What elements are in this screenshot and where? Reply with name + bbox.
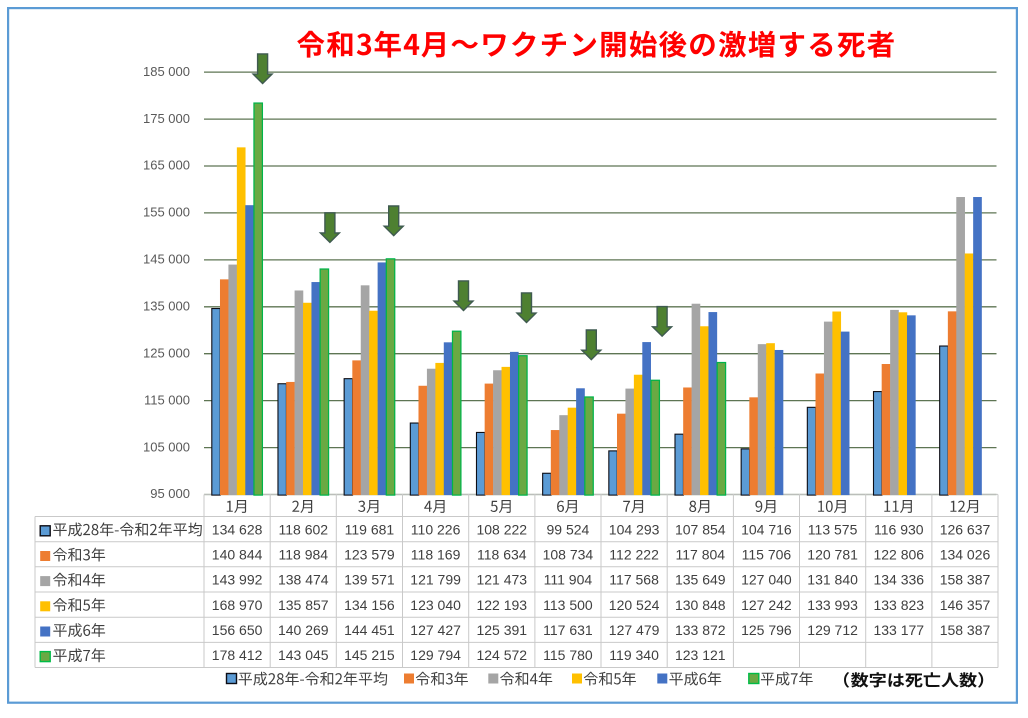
svg-text:145 000: 145 000 [143,252,190,267]
svg-text:134 026: 134 026 [940,547,991,563]
svg-text:123 121: 123 121 [675,647,726,663]
svg-text:168 970: 168 970 [212,597,263,613]
svg-text:116 930: 116 930 [874,521,924,537]
svg-text:107 854: 107 854 [675,521,726,537]
svg-text:117 631: 117 631 [543,622,593,638]
svg-text:105 000: 105 000 [143,439,190,454]
svg-text:122 806: 122 806 [873,547,924,563]
svg-text:121 799: 121 799 [410,572,461,588]
svg-text:158 387: 158 387 [940,622,991,638]
svg-text:156 650: 156 650 [212,622,263,638]
svg-text:134 628: 134 628 [212,521,263,537]
svg-text:118 984: 118 984 [279,547,329,563]
svg-text:178 412: 178 412 [212,647,263,663]
svg-text:95 000: 95 000 [150,486,190,501]
svg-text:125 796: 125 796 [741,622,792,638]
svg-text:155 000: 155 000 [143,205,190,220]
svg-text:115 780: 115 780 [543,647,593,663]
svg-text:115 706: 115 706 [742,547,792,563]
svg-text:124 572: 124 572 [476,647,527,663]
svg-text:138 474: 138 474 [278,572,329,588]
svg-text:133 177: 133 177 [873,622,924,638]
svg-text:111 904: 111 904 [544,572,593,588]
svg-text:108 222: 108 222 [476,521,527,537]
svg-text:130 848: 130 848 [675,597,726,613]
svg-text:118 634: 118 634 [477,547,527,563]
svg-text:131 840: 131 840 [807,572,858,588]
svg-text:119 681: 119 681 [345,521,395,537]
svg-text:118 169: 118 169 [411,547,461,563]
svg-text:112 222: 112 222 [609,547,659,563]
svg-text:135 857: 135 857 [278,597,329,613]
svg-text:125 000: 125 000 [143,345,190,360]
svg-text:145 215: 145 215 [344,647,395,663]
svg-text:129 712: 129 712 [807,622,858,638]
svg-text:113 500: 113 500 [543,597,593,613]
svg-text:104 716: 104 716 [741,521,792,537]
svg-text:146 357: 146 357 [940,597,991,613]
svg-text:134 336: 134 336 [873,572,924,588]
svg-text:135 000: 135 000 [143,299,190,314]
svg-text:139 571: 139 571 [344,572,395,588]
svg-text:129 794: 129 794 [410,647,461,663]
svg-text:126 637: 126 637 [940,521,991,537]
svg-text:118 602: 118 602 [279,521,329,537]
svg-text:120 781: 120 781 [807,547,858,563]
svg-text:143 992: 143 992 [212,572,263,588]
svg-text:133 872: 133 872 [675,622,726,638]
svg-text:122 193: 122 193 [476,597,527,613]
svg-text:134 156: 134 156 [344,597,395,613]
svg-text:121 473: 121 473 [476,572,527,588]
svg-text:117 568: 117 568 [609,572,659,588]
svg-text:119 340: 119 340 [609,647,659,663]
svg-text:108 734: 108 734 [543,547,594,563]
svg-text:175 000: 175 000 [143,111,190,126]
svg-text:165 000: 165 000 [143,158,190,173]
svg-text:158 387: 158 387 [940,572,991,588]
svg-text:140 269: 140 269 [278,622,329,638]
svg-text:143 045: 143 045 [278,647,329,663]
svg-text:127 427: 127 427 [410,622,461,638]
svg-text:135 649: 135 649 [675,572,726,588]
svg-text:127 479: 127 479 [609,622,660,638]
svg-text:144 451: 144 451 [344,622,395,638]
svg-text:123 579: 123 579 [344,547,395,563]
svg-text:133 993: 133 993 [807,597,858,613]
svg-text:140 844: 140 844 [212,547,263,563]
svg-text:127 040: 127 040 [741,572,792,588]
svg-text:117 804: 117 804 [676,547,726,563]
svg-text:104 293: 104 293 [609,521,660,537]
svg-text:185 000: 185 000 [143,64,190,79]
svg-text:133 823: 133 823 [873,597,924,613]
svg-text:127 242: 127 242 [741,597,792,613]
svg-text:113 575: 113 575 [808,521,858,537]
svg-text:120 524: 120 524 [609,597,660,613]
svg-text:125 391: 125 391 [476,622,527,638]
svg-text:115 000: 115 000 [144,392,190,407]
svg-text:110 226: 110 226 [411,521,461,537]
svg-text:99 524: 99 524 [546,521,589,537]
svg-text:123 040: 123 040 [410,597,461,613]
